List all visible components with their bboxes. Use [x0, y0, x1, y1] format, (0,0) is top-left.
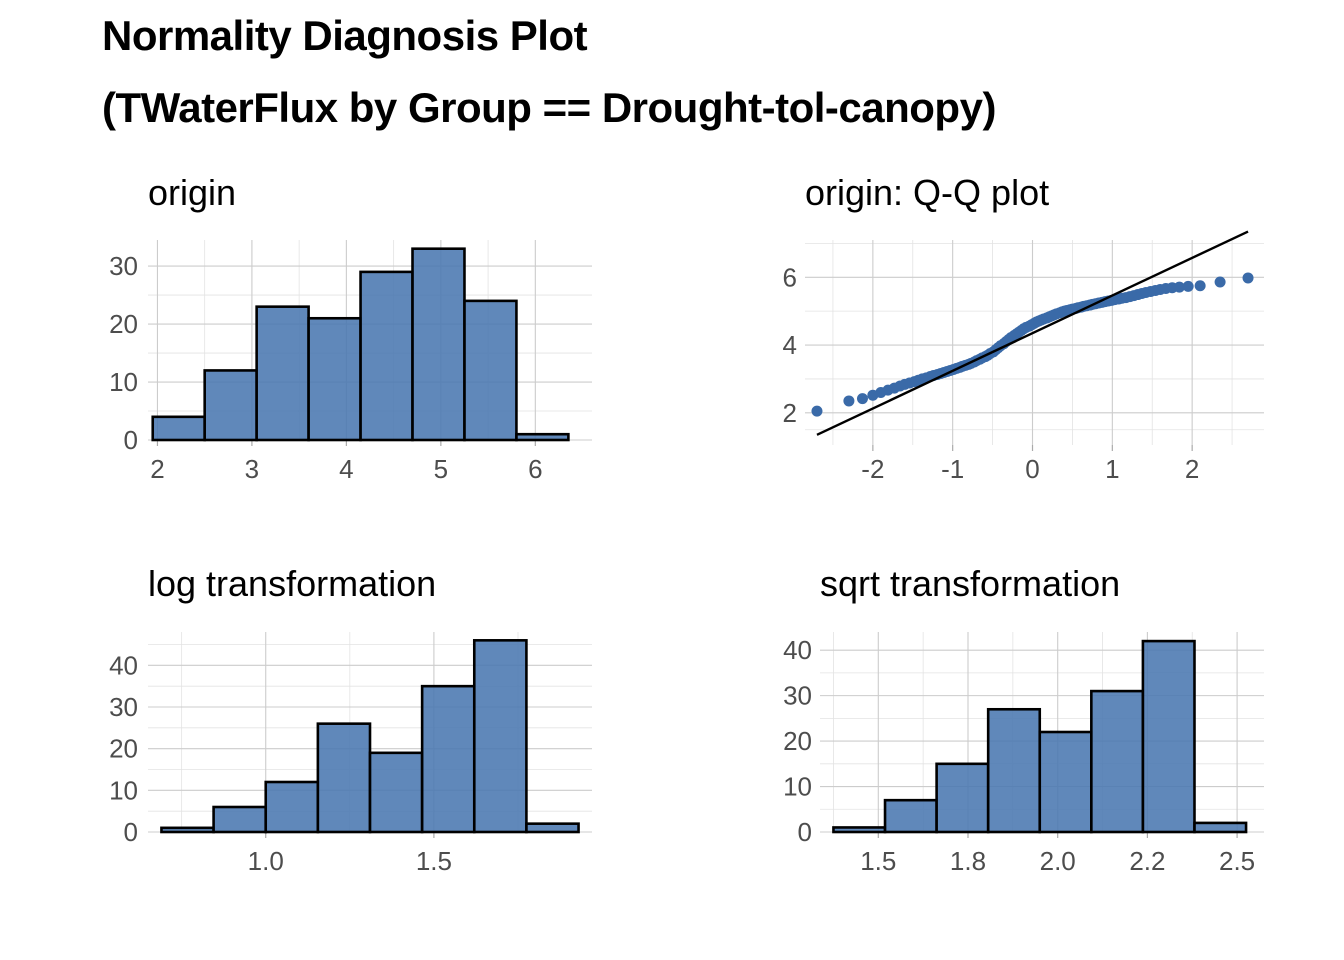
y-tick-label: 30: [783, 681, 812, 711]
y-tick-label: 0: [124, 817, 138, 847]
x-tick-label: 1.0: [248, 846, 284, 876]
x-tick-label: 2.2: [1129, 846, 1165, 876]
x-tick-label: 5: [434, 454, 448, 484]
x-tick-label: 1.8: [950, 846, 986, 876]
plot-title: Normality Diagnosis Plot (TWaterFlux by …: [102, 0, 996, 144]
histogram-bar: [1141, 639, 1196, 834]
histogram-bar: [1038, 730, 1093, 834]
qq-point: [1173, 281, 1185, 293]
qq-point: [1194, 280, 1206, 292]
y-tick-label: 30: [109, 692, 138, 722]
y-tick-label: 40: [109, 650, 138, 680]
x-tick-label: 1: [1105, 454, 1119, 484]
y-tick-label: 4: [783, 330, 797, 360]
histogram-bar: [1193, 821, 1248, 834]
panel-title: log transformation: [148, 563, 436, 604]
panel-title: sqrt transformation: [820, 563, 1120, 604]
x-tick-label: 2: [150, 454, 164, 484]
qq-point: [811, 405, 823, 417]
x-tick-label: 6: [528, 454, 542, 484]
histogram-bar: [316, 722, 372, 834]
histogram-bar: [986, 707, 1042, 834]
histogram-bar: [515, 432, 570, 442]
qq-point: [1214, 276, 1226, 288]
qq-point: [1182, 280, 1194, 292]
histogram-bar: [212, 805, 268, 834]
x-tick-label: 1.5: [416, 846, 452, 876]
histogram-bar: [359, 270, 414, 442]
qq-point: [1242, 272, 1254, 284]
y-tick-label: 40: [783, 635, 812, 665]
histogram-bar: [472, 639, 528, 834]
y-tick-label: 10: [783, 772, 812, 802]
histogram-bar: [264, 780, 320, 834]
histogram-bar: [255, 305, 310, 442]
x-tick-label: 3: [245, 454, 259, 484]
y-tick-label: 30: [109, 251, 138, 281]
title-line-2: (TWaterFlux by Group == Drought-tol-cano…: [102, 84, 996, 131]
histogram-bar: [883, 798, 938, 834]
y-tick-label: 20: [109, 309, 138, 339]
y-tick-label: 0: [798, 817, 812, 847]
x-tick-label: 2.0: [1040, 846, 1076, 876]
qq-reference-line: [816, 230, 1249, 436]
qq-point: [856, 393, 868, 405]
x-tick-label: 0: [1025, 454, 1039, 484]
histogram-bar: [935, 762, 990, 834]
x-tick-label: -1: [941, 454, 964, 484]
y-tick-label: 10: [109, 367, 138, 397]
panel-title: origin: [148, 172, 236, 213]
x-tick-label: 1.5: [860, 846, 896, 876]
qq-point: [843, 395, 855, 407]
x-tick-label: 4: [339, 454, 353, 484]
histogram-bar: [203, 369, 258, 442]
y-tick-label: 6: [783, 262, 797, 292]
histogram-bar: [832, 826, 887, 834]
x-tick-label: 2: [1185, 454, 1199, 484]
histogram-bar: [1090, 689, 1145, 834]
histogram-bar: [463, 299, 518, 442]
y-tick-label: 2: [783, 398, 797, 428]
histogram-bar: [411, 247, 466, 442]
title-line-1: Normality Diagnosis Plot: [102, 12, 588, 59]
histogram-bar: [525, 822, 580, 834]
y-tick-label: 10: [109, 775, 138, 805]
panel-title: origin: Q-Q plot: [805, 172, 1049, 213]
y-tick-label: 20: [109, 734, 138, 764]
histogram-bar: [420, 684, 476, 834]
x-tick-label: 2.5: [1219, 846, 1255, 876]
y-tick-label: 0: [124, 425, 138, 455]
y-tick-label: 20: [783, 726, 812, 756]
x-tick-label: -2: [861, 454, 884, 484]
